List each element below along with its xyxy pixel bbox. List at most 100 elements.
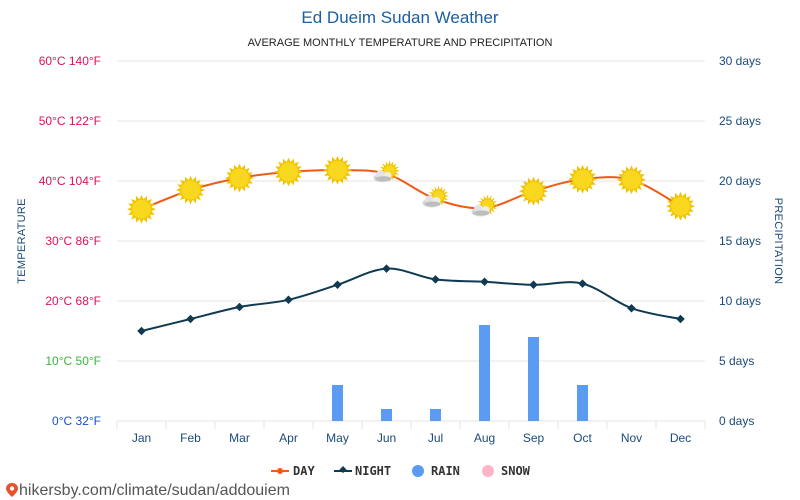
month-label: Jun [377, 431, 396, 445]
temperature-tick-label: 10°C 50°F [45, 354, 101, 368]
night-temperature-point [333, 280, 342, 290]
sun-disc [278, 161, 299, 183]
legend-day-label: DAY [293, 464, 315, 478]
temperature-lines [137, 169, 685, 336]
cloud-shadow [375, 176, 392, 182]
sun-icon [568, 164, 597, 194]
sun-icon [323, 155, 352, 185]
night-temperature-point [284, 295, 293, 305]
night-temperature-point [676, 314, 685, 324]
legend-night[interactable]: NIGHT [334, 464, 391, 478]
legend-rain-label: RAIN [431, 464, 460, 478]
cloud-icon [373, 170, 392, 183]
sun-cloud-icon [422, 185, 449, 208]
month-label: May [326, 431, 349, 445]
cloud-shadow [424, 201, 441, 207]
rain-bar [332, 385, 343, 421]
month-label: Sep [523, 431, 545, 445]
legend: DAY NIGHT RAIN SNOW [271, 464, 531, 478]
sun-cloud-icon [373, 160, 400, 183]
rain-bar [479, 325, 490, 421]
rain-bars [332, 325, 588, 421]
precipitation-tick-label: 30 days [719, 54, 761, 68]
grid-lines [116, 60, 706, 429]
day-temperature-line [141, 169, 681, 211]
sun-disc [131, 198, 152, 220]
sun-disc [229, 167, 250, 189]
night-temperature-point [578, 279, 587, 288]
sun-icon [666, 191, 695, 221]
cloud-icon [471, 204, 490, 217]
temperature-tick-label: 50°C 122°F [39, 114, 101, 128]
sun-disc [621, 169, 642, 191]
month-label: Nov [621, 431, 642, 445]
location-pin-icon [6, 483, 18, 497]
night-temperature-point [480, 277, 489, 287]
temperature-tick-label: 30°C 86°F [45, 234, 101, 248]
legend-snow[interactable]: SNOW [482, 464, 531, 478]
precipitation-tick-label: 10 days [719, 294, 761, 308]
legend-night-label: NIGHT [355, 464, 391, 478]
sun-icon [176, 175, 205, 205]
precipitation-axis: 30 days 25 days 20 days 15 days 10 days 5 day… [719, 54, 761, 428]
month-label: Oct [573, 431, 592, 445]
month-label: Jan [132, 431, 151, 445]
legend-snow-label: SNOW [501, 464, 531, 478]
sun-icon [127, 194, 156, 224]
sun-disc [572, 168, 593, 190]
legend-rain[interactable]: RAIN [412, 464, 460, 478]
rain-bar [430, 409, 441, 421]
legend-snow-marker [482, 465, 494, 477]
month-axis: Jan Feb Mar Apr May Jun Jul Aug Sep Oct Nov Dec [132, 431, 691, 445]
month-label: Jul [428, 431, 443, 445]
month-label: Feb [180, 431, 201, 445]
sun-disc [670, 195, 691, 217]
month-label: Mar [229, 431, 250, 445]
rain-bar [577, 385, 588, 421]
sun-icon [274, 157, 303, 187]
night-temperature-point [627, 303, 636, 313]
sun-icon [617, 165, 646, 195]
precipitation-tick-label: 20 days [719, 174, 761, 188]
legend-night-marker [339, 466, 347, 474]
sun-icon [225, 163, 254, 193]
night-temperature-point [137, 326, 146, 336]
cloud-icon [422, 195, 441, 208]
chart-title: Ed Dueim Sudan Weather [301, 8, 499, 27]
sun-disc [180, 179, 201, 201]
cloud-shadow [473, 210, 490, 216]
weather-icons [127, 155, 695, 224]
night-temperature-point [382, 264, 391, 273]
precipitation-axis-title: PRECIPITATION [772, 198, 784, 285]
chart-subtitle: AVERAGE MONTHLY TEMPERATURE AND PRECIPIT… [248, 37, 553, 49]
temperature-tick-label: 40°C 104°F [39, 174, 101, 188]
month-label: Aug [474, 431, 495, 445]
temperature-axis-title: TEMPERATURE [16, 198, 28, 284]
precipitation-tick-label: 0 days [719, 414, 754, 428]
source-link[interactable]: hikersby.com/climate/sudan/addouiem [6, 482, 290, 499]
legend-day[interactable]: DAY [271, 464, 315, 478]
rain-bar [381, 409, 392, 421]
month-label: Apr [279, 431, 298, 445]
night-temperature-line [141, 267, 681, 332]
sun-icon [519, 176, 548, 206]
temperature-tick-label: 20°C 68°F [45, 294, 101, 308]
rain-bar [528, 337, 539, 421]
precipitation-tick-label: 5 days [719, 354, 754, 368]
legend-rain-marker [412, 465, 424, 477]
night-temperature-point [529, 280, 538, 290]
sun-cloud-icon [471, 194, 498, 217]
temperature-axis: 60°C 140°F 50°C 122°F 40°C 104°F 30°C 86°F 2… [39, 54, 101, 428]
precipitation-tick-label: 25 days [719, 114, 761, 128]
night-temperature-point [431, 275, 440, 284]
sun-disc [327, 159, 348, 181]
sun-disc [523, 180, 544, 202]
source-url: hikersby.com/climate/sudan/addouiem [19, 482, 290, 499]
temperature-tick-label: 60°C 140°F [39, 54, 101, 68]
precipitation-tick-label: 15 days [719, 234, 761, 248]
legend-day-marker [277, 468, 283, 474]
temperature-tick-label: 0°C 32°F [52, 414, 101, 428]
month-label: Dec [670, 431, 691, 445]
night-temperature-point [235, 302, 244, 312]
